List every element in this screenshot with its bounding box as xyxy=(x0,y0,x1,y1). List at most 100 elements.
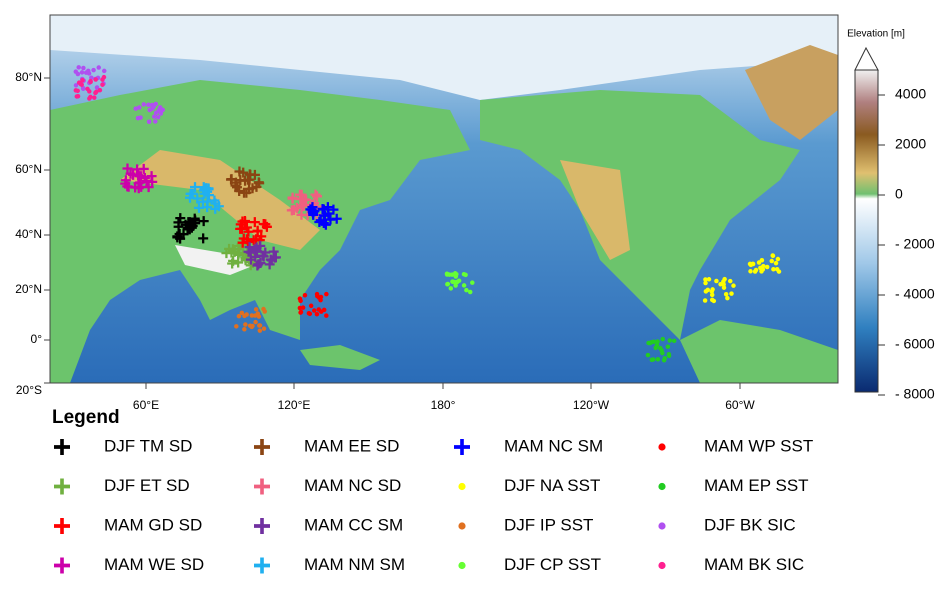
cluster-marker xyxy=(134,177,145,188)
legend-label: MAM NM SM xyxy=(304,555,405,574)
cluster-marker xyxy=(775,256,781,262)
cluster xyxy=(444,271,475,295)
cluster-marker xyxy=(314,311,320,317)
cluster-marker xyxy=(312,308,317,313)
cluster-marker xyxy=(94,85,100,90)
cluster-marker xyxy=(143,182,154,193)
cluster-marker xyxy=(228,255,239,266)
arctic xyxy=(50,15,838,100)
legend-label: DJF BK SIC xyxy=(704,515,796,534)
cluster xyxy=(226,166,265,198)
cluster-marker xyxy=(180,219,191,230)
cluster-marker xyxy=(146,119,152,124)
cluster-marker xyxy=(310,189,321,200)
cluster-marker xyxy=(316,295,322,300)
cluster-marker xyxy=(444,271,450,276)
legend-label: DJF TM SD xyxy=(104,436,192,455)
legend-label: MAM EP SST xyxy=(704,476,809,495)
cluster-marker xyxy=(453,283,458,288)
cluster-marker xyxy=(750,261,755,267)
legend-marker xyxy=(254,557,270,574)
cluster-marker xyxy=(773,260,779,266)
legend-label: MAM WP SST xyxy=(704,436,813,455)
cluster-marker xyxy=(752,269,758,274)
cluster-marker xyxy=(75,93,81,99)
colorbar-label: 4000 xyxy=(895,86,926,102)
cluster-marker xyxy=(198,233,209,244)
cluster-marker xyxy=(239,187,250,198)
north-america xyxy=(480,90,800,340)
cluster-marker xyxy=(76,65,81,70)
cluster-marker xyxy=(759,269,764,274)
cluster-marker xyxy=(671,338,677,344)
cluster-marker xyxy=(268,246,279,257)
cluster-marker xyxy=(252,226,263,237)
cluster-marker xyxy=(253,319,258,325)
cluster-marker xyxy=(706,277,712,282)
cluster-marker xyxy=(146,102,151,108)
south-america xyxy=(680,320,838,383)
cluster-marker xyxy=(190,182,201,193)
cluster-marker xyxy=(318,218,329,229)
cluster-marker xyxy=(252,260,263,271)
cluster-marker xyxy=(262,309,267,314)
cluster-marker xyxy=(709,292,715,298)
cluster-marker xyxy=(230,180,241,191)
cluster-marker xyxy=(711,298,717,304)
cluster-marker xyxy=(298,201,309,212)
legend-marker xyxy=(54,478,70,495)
cluster-marker xyxy=(727,278,733,284)
legend-marker xyxy=(458,561,466,570)
cluster-marker xyxy=(289,204,300,215)
cluster-marker xyxy=(141,102,147,107)
greenland xyxy=(745,45,838,140)
cluster-marker xyxy=(721,285,727,290)
cluster-marker xyxy=(139,172,150,183)
legend-marker xyxy=(254,439,270,455)
cluster-marker xyxy=(298,309,304,315)
cluster-marker xyxy=(253,177,264,188)
colorbar-label: 0 xyxy=(895,186,903,202)
cluster-marker xyxy=(448,286,454,291)
cluster-marker xyxy=(655,357,661,362)
cluster-marker xyxy=(185,188,196,199)
cluster-marker xyxy=(320,219,331,230)
cluster-marker xyxy=(249,217,260,228)
cluster-marker xyxy=(702,298,708,303)
cluster-marker xyxy=(317,203,328,214)
legend-label: MAM BK SIC xyxy=(704,555,804,574)
legend-marker xyxy=(54,557,70,574)
cluster-marker xyxy=(725,295,730,301)
legend-label: MAM NC SD xyxy=(304,476,401,495)
cluster-marker xyxy=(774,266,780,272)
legend-label: MAM GD SD xyxy=(104,515,202,534)
cluster-marker xyxy=(308,209,319,220)
cluster-marker xyxy=(147,107,152,113)
cluster-marker xyxy=(450,279,455,284)
cluster-marker xyxy=(257,328,263,333)
cluster-marker xyxy=(655,339,660,344)
cluster-marker xyxy=(324,313,329,318)
cluster-marker xyxy=(764,264,770,270)
cluster-marker xyxy=(146,171,157,182)
colorbar-cap xyxy=(854,46,879,71)
colorbar-label: - 6000 xyxy=(895,336,935,352)
legend-marker xyxy=(458,522,466,530)
cluster-marker xyxy=(233,257,244,268)
cluster-marker xyxy=(125,168,136,179)
cluster-marker xyxy=(73,88,79,93)
cluster-marker xyxy=(79,70,85,75)
legend-marker xyxy=(658,522,666,530)
cluster-marker xyxy=(666,351,672,357)
legend-label: DJF ET SD xyxy=(104,476,190,495)
cluster-marker xyxy=(152,114,157,119)
cluster-marker xyxy=(249,169,260,180)
cluster-marker xyxy=(249,313,255,318)
cluster-marker xyxy=(101,74,107,80)
legend-marker xyxy=(54,518,70,534)
cluster-marker xyxy=(723,292,729,297)
cluster-marker xyxy=(249,324,255,330)
cluster-marker xyxy=(651,357,656,362)
cluster-marker xyxy=(80,78,85,83)
